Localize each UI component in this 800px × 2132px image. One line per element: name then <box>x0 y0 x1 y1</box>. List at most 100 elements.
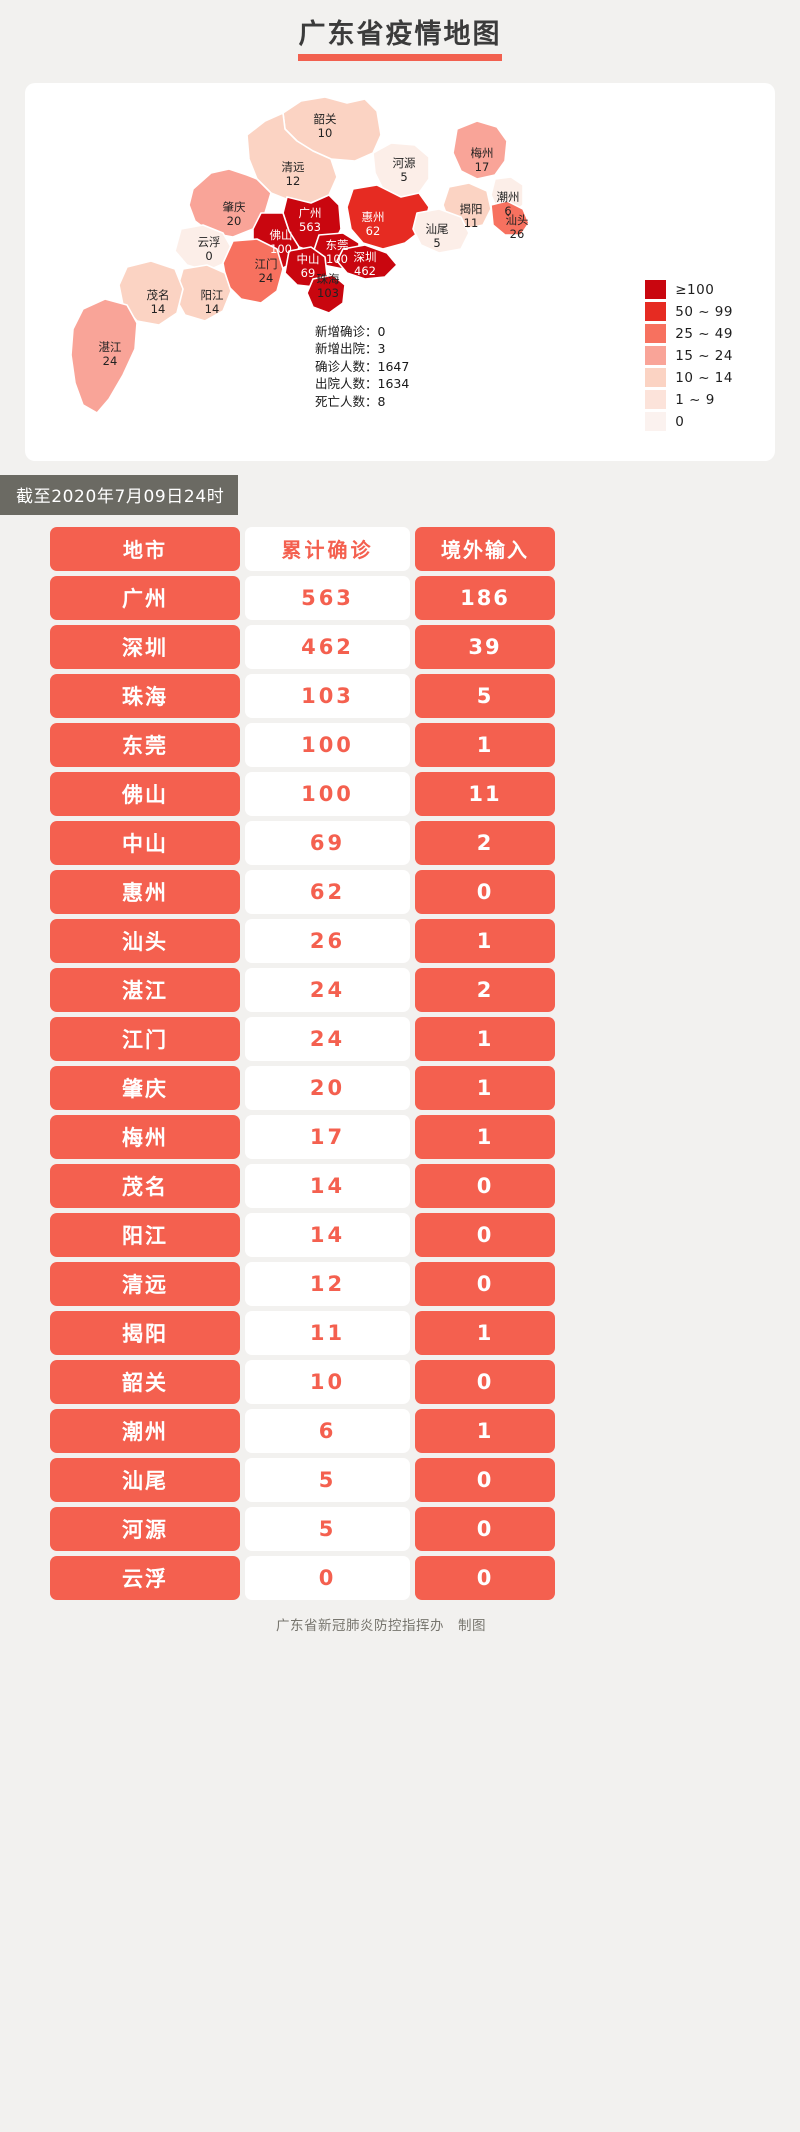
legend-label: 10 ~ 14 <box>675 369 733 386</box>
table-row[interactable]: 肇庆 20 1 <box>50 1065 750 1110</box>
table-row[interactable]: 汕尾 5 0 <box>50 1457 750 1502</box>
column-header-city: 地市 <box>50 526 240 571</box>
table-row[interactable]: 中山 69 2 <box>50 820 750 865</box>
region-value: 5 <box>433 236 440 250</box>
cell-imported: 1 <box>415 1016 555 1061</box>
region-value: 14 <box>205 302 220 316</box>
region-name: 江门 <box>255 257 278 271</box>
region-value: 563 <box>299 220 321 234</box>
table-row[interactable]: 惠州 62 0 <box>50 869 750 914</box>
footer-credit: 广东省新冠肺炎防控指挥办 制图 <box>276 1617 486 1634</box>
table-row[interactable]: 云浮 0 0 <box>50 1555 750 1600</box>
cell-confirmed: 62 <box>245 869 410 914</box>
cell-imported: 2 <box>415 820 555 865</box>
cell-city: 云浮 <box>50 1555 240 1600</box>
region-value: 26 <box>510 227 525 241</box>
table-row[interactable]: 湛江 24 2 <box>50 967 750 1012</box>
cell-imported: 11 <box>415 771 555 816</box>
stat-new-discharged: 新增出院：3 <box>315 341 386 357</box>
legend-item: 15 ~ 24 <box>645 345 733 367</box>
cell-confirmed: 5 <box>245 1457 410 1502</box>
cell-imported: 1 <box>415 1114 555 1159</box>
cell-city: 茂名 <box>50 1163 240 1208</box>
table-row[interactable]: 广州 563 186 <box>50 575 750 620</box>
page-header: 广东省疫情地图 <box>0 0 800 71</box>
cell-city: 韶关 <box>50 1359 240 1404</box>
table-row[interactable]: 深圳 462 39 <box>50 624 750 669</box>
legend-swatch <box>645 412 667 432</box>
cell-city: 潮州 <box>50 1408 240 1453</box>
cell-imported: 1 <box>415 1065 555 1110</box>
legend-label: 25 ~ 49 <box>675 325 733 342</box>
region-name: 揭阳 <box>460 202 483 216</box>
cell-imported: 1 <box>415 1310 555 1355</box>
cell-confirmed: 5 <box>245 1506 410 1551</box>
cell-city: 江门 <box>50 1016 240 1061</box>
date-banner: 截至2020年7月09日24时 <box>0 474 239 515</box>
table-row[interactable]: 佛山 100 11 <box>50 771 750 816</box>
cell-city: 佛山 <box>50 771 240 816</box>
table-row[interactable]: 江门 24 1 <box>50 1016 750 1061</box>
cell-city: 汕头 <box>50 918 240 963</box>
city-statistics-table: 地市 累计确诊 境外输入 广州 563 186 深圳 462 39 珠海 103 5 东莞 100 1… <box>50 526 750 1600</box>
region-value: 12 <box>286 174 301 188</box>
cell-city: 汕尾 <box>50 1457 240 1502</box>
table-row[interactable]: 茂名 14 0 <box>50 1163 750 1208</box>
cell-imported: 0 <box>415 1261 555 1306</box>
region-name: 潮州 <box>497 190 520 204</box>
cell-city: 梅州 <box>50 1114 240 1159</box>
cell-imported: 0 <box>415 1555 555 1600</box>
legend-swatch <box>645 368 667 388</box>
region-value: 103 <box>317 286 339 300</box>
table-row[interactable]: 河源 5 0 <box>50 1506 750 1551</box>
table-row[interactable]: 东莞 100 1 <box>50 722 750 767</box>
cell-city: 肇庆 <box>50 1065 240 1110</box>
cell-city: 河源 <box>50 1506 240 1551</box>
table-body: 广州 563 186 深圳 462 39 珠海 103 5 东莞 100 1 佛山 100 11 中山 69 2 惠… <box>50 575 750 1600</box>
map-card: 韶关 10 清远 12 河源 5 梅州 17 潮州 6 揭阳 11 汕头 26 肇庆 20 广州 563 惠州 62 汕… <box>25 82 775 461</box>
stat-total-discharged: 出院人数：1634 <box>315 376 410 392</box>
region-value: 11 <box>464 216 479 230</box>
table-row[interactable]: 珠海 103 5 <box>50 673 750 718</box>
region-name: 东莞 <box>326 238 349 252</box>
cell-imported: 1 <box>415 1408 555 1453</box>
table-row[interactable]: 梅州 17 1 <box>50 1114 750 1159</box>
region-name: 珠海 <box>317 272 340 286</box>
region-value: 24 <box>259 271 274 285</box>
table-row[interactable]: 清远 12 0 <box>50 1261 750 1306</box>
cell-confirmed: 0 <box>245 1555 410 1600</box>
table-row[interactable]: 韶关 10 0 <box>50 1359 750 1404</box>
region-value: 14 <box>151 302 166 316</box>
region-value: 100 <box>326 252 348 266</box>
table-row[interactable]: 潮州 6 1 <box>50 1408 750 1453</box>
region-shape-shanwei <box>412 207 470 254</box>
table-row[interactable]: 揭阳 11 1 <box>50 1310 750 1355</box>
legend-item: 10 ~ 14 <box>645 367 733 389</box>
legend-swatch <box>645 346 667 366</box>
column-header-imported: 境外输入 <box>415 526 555 571</box>
cell-confirmed: 14 <box>245 1163 410 1208</box>
table-row[interactable]: 汕头 26 1 <box>50 918 750 963</box>
region-value: 62 <box>366 224 381 238</box>
cell-confirmed: 100 <box>245 771 410 816</box>
stat-total-confirmed: 确诊人数：1647 <box>315 358 410 374</box>
column-header-confirmed: 累计确诊 <box>245 526 410 571</box>
table-row[interactable]: 阳江 14 0 <box>50 1212 750 1257</box>
legend-item: 50 ~ 99 <box>645 301 733 323</box>
cell-imported: 0 <box>415 1457 555 1502</box>
legend-item: 25 ~ 49 <box>645 323 733 345</box>
cell-city: 广州 <box>50 575 240 620</box>
cell-imported: 186 <box>415 575 555 620</box>
legend-label: 1 ~ 9 <box>675 391 715 408</box>
legend-item: 0 <box>645 411 733 433</box>
cell-confirmed: 12 <box>245 1261 410 1306</box>
legend-label: 50 ~ 99 <box>675 303 733 320</box>
